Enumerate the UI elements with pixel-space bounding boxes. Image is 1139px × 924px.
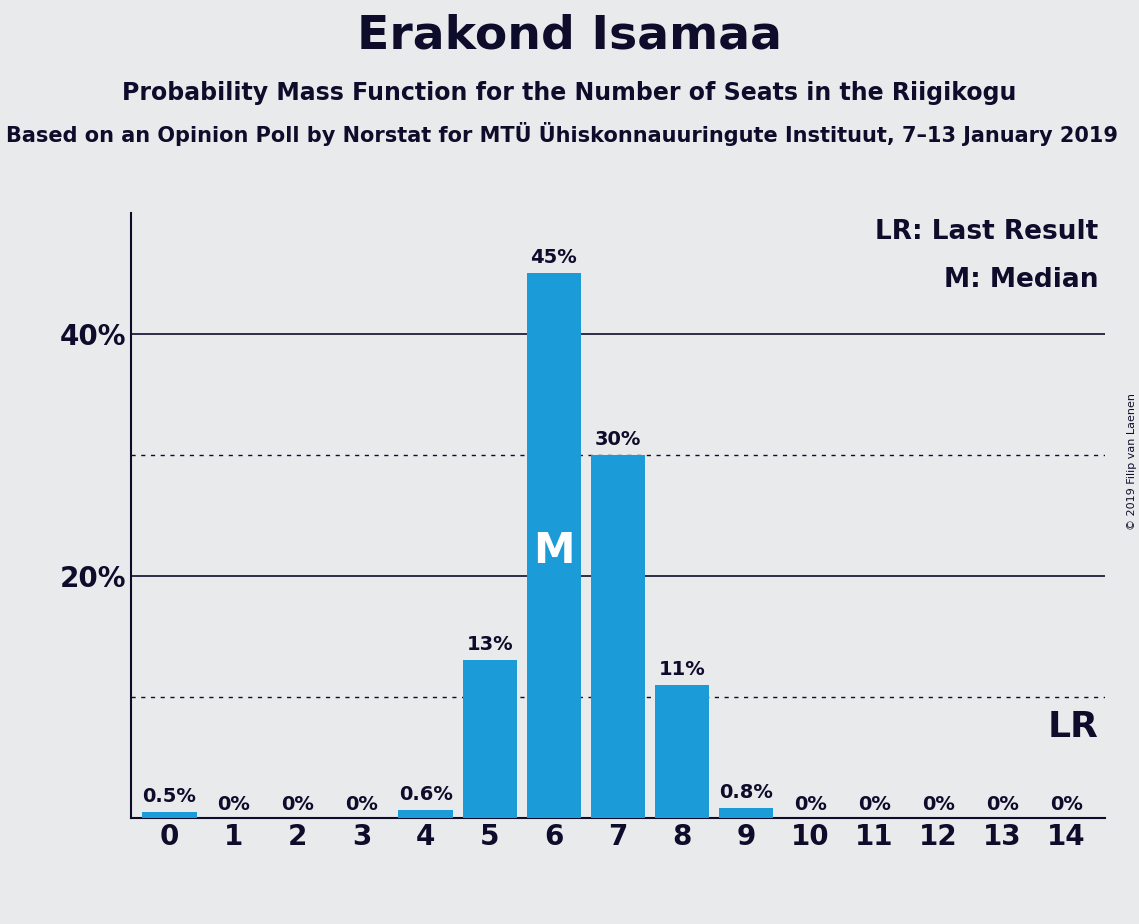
Bar: [399, 810, 453, 818]
Text: 45%: 45%: [531, 248, 577, 267]
Text: M: Median: M: Median: [944, 267, 1098, 293]
Bar: [591, 455, 645, 818]
Text: 0%: 0%: [281, 796, 314, 814]
Text: 0%: 0%: [858, 796, 891, 814]
Text: Based on an Opinion Poll by Norstat for MTÜ Ühiskonnauuringute Instituut, 7–13 J: Based on an Opinion Poll by Norstat for …: [6, 122, 1117, 146]
Text: 0%: 0%: [794, 796, 827, 814]
Text: 30%: 30%: [595, 430, 641, 448]
Text: 0.6%: 0.6%: [399, 785, 452, 805]
Text: 11%: 11%: [658, 660, 705, 678]
Bar: [655, 685, 710, 818]
Text: 0%: 0%: [921, 796, 954, 814]
Text: © 2019 Filip van Laenen: © 2019 Filip van Laenen: [1126, 394, 1137, 530]
Text: 0%: 0%: [345, 796, 378, 814]
Text: M: M: [533, 530, 574, 573]
Text: 0%: 0%: [218, 796, 249, 814]
Text: Probability Mass Function for the Number of Seats in the Riigikogu: Probability Mass Function for the Number…: [122, 81, 1017, 105]
Bar: [142, 811, 197, 818]
Text: 0%: 0%: [1050, 796, 1083, 814]
Text: Erakond Isamaa: Erakond Isamaa: [357, 14, 782, 59]
Text: 0.5%: 0.5%: [142, 786, 196, 806]
Text: LR: Last Result: LR: Last Result: [875, 219, 1098, 245]
Text: 13%: 13%: [467, 636, 513, 654]
Bar: [526, 274, 581, 818]
Bar: [719, 808, 773, 818]
Text: 0%: 0%: [986, 796, 1018, 814]
Bar: [462, 661, 517, 818]
Text: 0.8%: 0.8%: [719, 783, 773, 802]
Text: LR: LR: [1048, 710, 1098, 744]
